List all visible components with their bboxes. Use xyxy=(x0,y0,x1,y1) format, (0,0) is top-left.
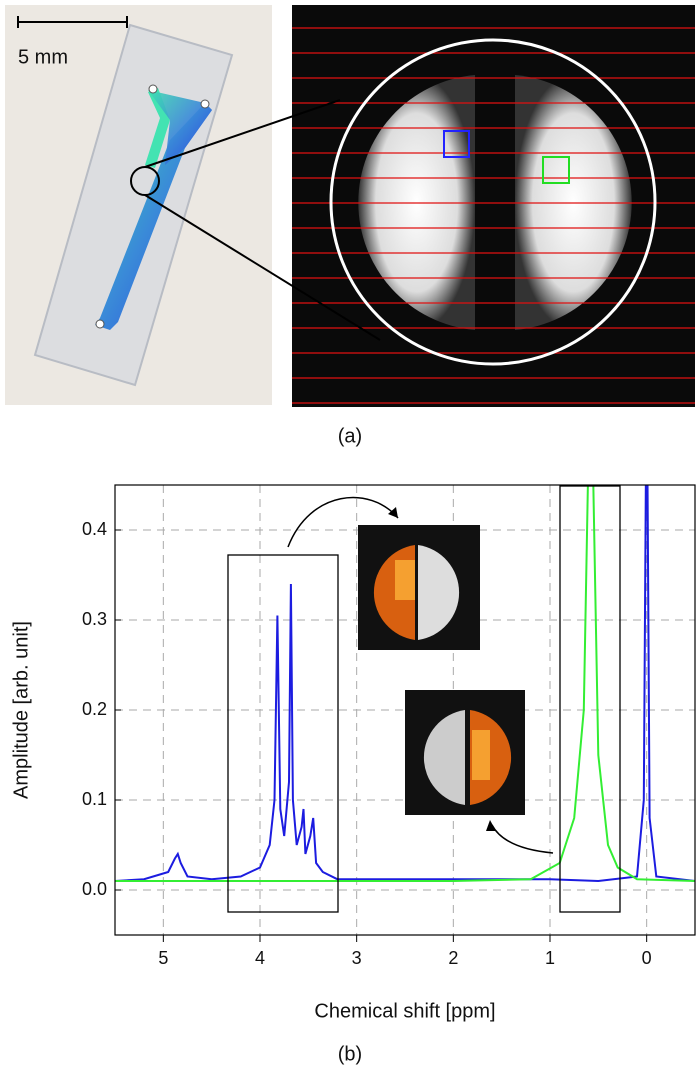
plot-frame xyxy=(114,484,696,936)
chip-photo xyxy=(5,5,272,405)
y-tick-label: 0.3 xyxy=(82,609,107,629)
y-axis-label: Amplitude [arb. unit] xyxy=(10,621,32,799)
arrow xyxy=(491,824,554,854)
inset-image xyxy=(405,690,525,815)
y-tick-label: 0.0 xyxy=(82,879,107,899)
zoom-line xyxy=(144,99,341,168)
x-tick-label: 4 xyxy=(255,948,265,968)
caption: (b) xyxy=(338,1043,362,1065)
arrow-head xyxy=(388,507,398,518)
x-axis-label: Chemical shift [ppm] xyxy=(314,1000,495,1022)
y-tick-label: 0.2 xyxy=(82,699,107,719)
x-tick-label: 2 xyxy=(448,948,458,968)
scale-label: 5 mm xyxy=(18,46,68,68)
x-tick-label: 3 xyxy=(352,948,362,968)
inset-image xyxy=(358,525,480,650)
y-tick-label: 0.4 xyxy=(82,519,107,539)
region-box xyxy=(559,485,621,913)
x-tick-label: 0 xyxy=(642,948,652,968)
x-tick-label: 1 xyxy=(545,948,555,968)
region-box xyxy=(227,554,339,913)
y-tick-label: 0.1 xyxy=(82,789,107,809)
spectrum-line xyxy=(115,485,695,882)
mri-image xyxy=(292,5,695,407)
spectrum-line xyxy=(115,485,695,883)
arrow xyxy=(287,496,399,548)
caption: (a) xyxy=(338,425,362,447)
arrow-head xyxy=(486,820,496,831)
x-tick-label: 5 xyxy=(158,948,168,968)
spectrum-chart: 0.0 0.1 0.2 0.3 0.4 5 4 3 2 1 0 xyxy=(82,485,695,968)
zoom-line xyxy=(144,194,381,341)
